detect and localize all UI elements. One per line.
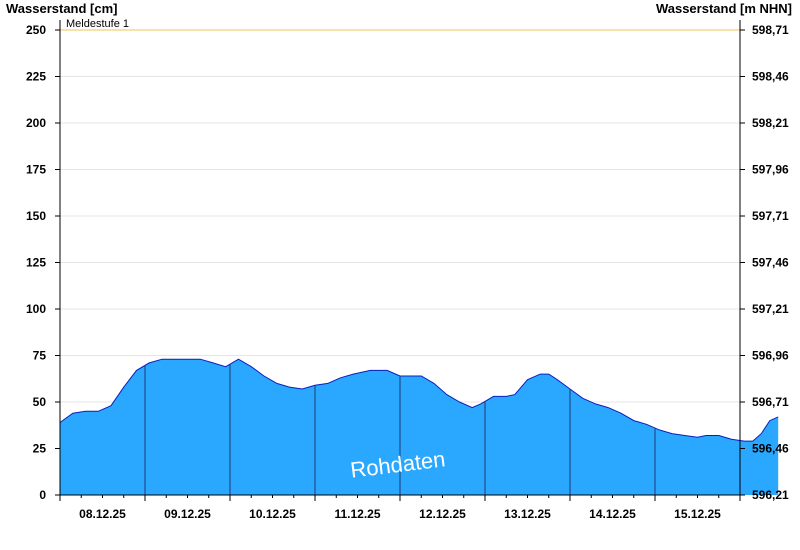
left-ticks: 0 25 50 75 100 125 150 175 200 225 250: [26, 23, 60, 502]
right-tick-label: 597,71: [752, 209, 789, 223]
left-tick-label: 125: [26, 256, 46, 270]
right-tick-label: 596,96: [752, 349, 789, 363]
left-tick-label: 100: [26, 302, 46, 316]
right-ticks: 596,21 596,46 596,71 596,96 597,21 597,46 597,…: [740, 23, 789, 502]
x-tick-label: 15.12.25: [674, 507, 721, 521]
right-tick-label: 597,21: [752, 302, 789, 316]
left-tick-label: 200: [26, 116, 46, 130]
x-tick-label: 13.12.25: [504, 507, 551, 521]
right-tick-label: 598,71: [752, 23, 789, 37]
threshold-label: Meldestufe 1: [66, 18, 129, 30]
right-tick-label: 597,96: [752, 163, 789, 177]
left-axis-title: Wasserstand [cm]: [6, 1, 118, 16]
right-tick-label: 596,21: [752, 488, 789, 502]
right-tick-label: 596,71: [752, 395, 789, 409]
x-tick-label: 09.12.25: [164, 507, 211, 521]
area-fill: [60, 359, 779, 495]
left-tick-label: 175: [26, 163, 46, 177]
left-tick-label: 150: [26, 209, 46, 223]
left-tick-label: 25: [33, 442, 47, 456]
left-tick-label: 250: [26, 23, 46, 37]
left-tick-label: 225: [26, 70, 46, 84]
series-line: [59, 358, 779, 442]
right-axis-title: Wasserstand [m NHN]: [656, 1, 792, 16]
right-tick-label: 598,21: [752, 116, 789, 130]
threshold-line: Meldestufe 1: [60, 18, 740, 31]
x-tick-label: 10.12.25: [249, 507, 296, 521]
area-series: [59, 358, 779, 495]
x-tick-label: 12.12.25: [419, 507, 466, 521]
x-tick-label: 11.12.25: [334, 507, 380, 521]
x-ticks: 08.12.25 09.12.25 10.12.25 11.12.25 12.12.25…: [59, 495, 741, 521]
right-tick-label: 598,46: [752, 70, 789, 84]
right-tick-label: 597,46: [752, 256, 789, 270]
left-tick-label: 0: [39, 488, 46, 502]
x-tick-label: 14.12.25: [589, 507, 636, 521]
left-tick-label: 50: [33, 395, 47, 409]
left-tick-label: 75: [33, 349, 47, 363]
day-boundaries: [144, 364, 656, 495]
right-tick-label: 596,46: [752, 442, 789, 456]
x-tick-label: 08.12.25: [79, 507, 126, 521]
